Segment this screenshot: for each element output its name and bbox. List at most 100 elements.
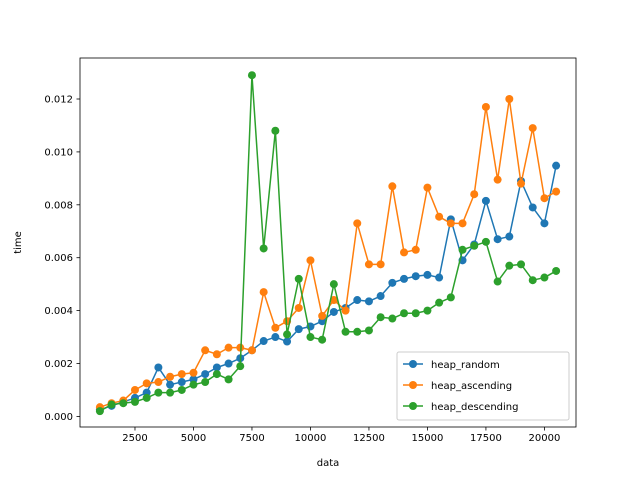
data-point <box>341 327 350 336</box>
series-heap_descending <box>95 71 561 416</box>
data-point <box>423 306 432 315</box>
data-point <box>166 372 175 381</box>
data-point <box>130 385 139 394</box>
series-group <box>95 71 561 416</box>
data-point <box>435 212 444 221</box>
y-tick-label: 0.012 <box>44 95 73 106</box>
data-point <box>388 278 397 287</box>
data-point <box>154 363 163 372</box>
data-point <box>154 378 163 387</box>
y-axis-ticks: 0.000 0.002 0.004 0.006 0.008 0.010 0.012 <box>44 95 80 423</box>
plot-frame <box>79 57 577 428</box>
data-point <box>166 380 175 389</box>
data-point <box>271 323 280 332</box>
data-point <box>446 293 455 302</box>
series-line-heap_descending <box>99 74 557 412</box>
data-point <box>119 399 128 408</box>
data-point <box>552 266 561 275</box>
x-axis-label: data <box>317 458 340 469</box>
data-point <box>177 378 186 387</box>
x-tick-label: 15000 <box>412 433 444 444</box>
x-tick-label: 17500 <box>470 433 502 444</box>
series-line-heap_ascending <box>99 98 557 408</box>
data-point <box>540 194 549 203</box>
data-point <box>364 297 373 306</box>
data-point <box>224 375 233 384</box>
data-point <box>423 183 432 192</box>
y-tick-label: 0.006 <box>44 253 73 264</box>
data-point <box>329 280 338 289</box>
x-tick-label: 20000 <box>529 433 561 444</box>
data-point <box>540 219 549 228</box>
data-point <box>329 307 338 316</box>
data-point <box>435 273 444 282</box>
data-point <box>318 335 327 344</box>
data-point <box>505 232 514 241</box>
data-point <box>189 380 198 389</box>
data-point <box>294 303 303 312</box>
y-axis-label: time <box>13 231 24 254</box>
y-tick-label: 0.000 <box>44 412 73 423</box>
data-point <box>552 161 561 170</box>
data-point <box>283 330 292 339</box>
data-point <box>177 385 186 394</box>
data-point <box>353 219 362 228</box>
legend-swatch-marker <box>409 402 417 410</box>
data-point <box>411 272 420 281</box>
data-point <box>212 350 221 359</box>
data-point <box>201 370 210 379</box>
data-point <box>435 298 444 307</box>
legend-box <box>396 351 570 421</box>
data-point <box>481 102 490 111</box>
data-point <box>528 124 537 133</box>
data-point <box>528 276 537 285</box>
legend-label: heap_ascending <box>431 381 512 392</box>
data-point <box>364 326 373 335</box>
data-point <box>470 190 479 199</box>
data-point <box>540 273 549 282</box>
data-point <box>376 313 385 322</box>
legend-item-heap_random: heap_random <box>403 360 500 371</box>
data-point <box>142 379 151 388</box>
data-point <box>458 219 467 228</box>
data-point <box>329 296 338 305</box>
data-point <box>517 179 526 188</box>
data-point <box>481 237 490 246</box>
data-point <box>552 187 561 196</box>
data-point <box>306 256 315 265</box>
data-point <box>212 363 221 372</box>
data-point <box>259 337 268 346</box>
data-point <box>458 245 467 254</box>
data-point <box>283 337 292 346</box>
data-point <box>107 400 116 409</box>
data-point <box>493 235 502 244</box>
data-point <box>259 288 268 297</box>
data-point <box>505 261 514 270</box>
data-point <box>212 370 221 379</box>
data-point <box>481 196 490 205</box>
data-point <box>423 270 432 279</box>
legend-label: heap_random <box>431 360 500 371</box>
data-point <box>505 95 514 103</box>
data-point <box>259 244 268 253</box>
data-point <box>236 362 245 371</box>
x-tick-label: 7500 <box>239 433 264 444</box>
x-tick-label: 5000 <box>181 433 206 444</box>
data-point <box>517 260 526 269</box>
data-point <box>353 296 362 305</box>
legend-item-heap_descending: heap_descending <box>403 402 518 413</box>
data-point <box>201 346 210 355</box>
data-point <box>294 274 303 283</box>
data-point <box>400 309 409 318</box>
data-point <box>142 393 151 402</box>
y-tick-label: 0.010 <box>44 147 73 158</box>
data-point <box>271 333 280 342</box>
data-point <box>411 309 420 318</box>
data-point <box>95 407 104 416</box>
data-point <box>400 274 409 283</box>
data-point <box>400 248 409 257</box>
data-point <box>364 260 373 269</box>
data-point <box>388 314 397 323</box>
data-point <box>166 388 175 397</box>
